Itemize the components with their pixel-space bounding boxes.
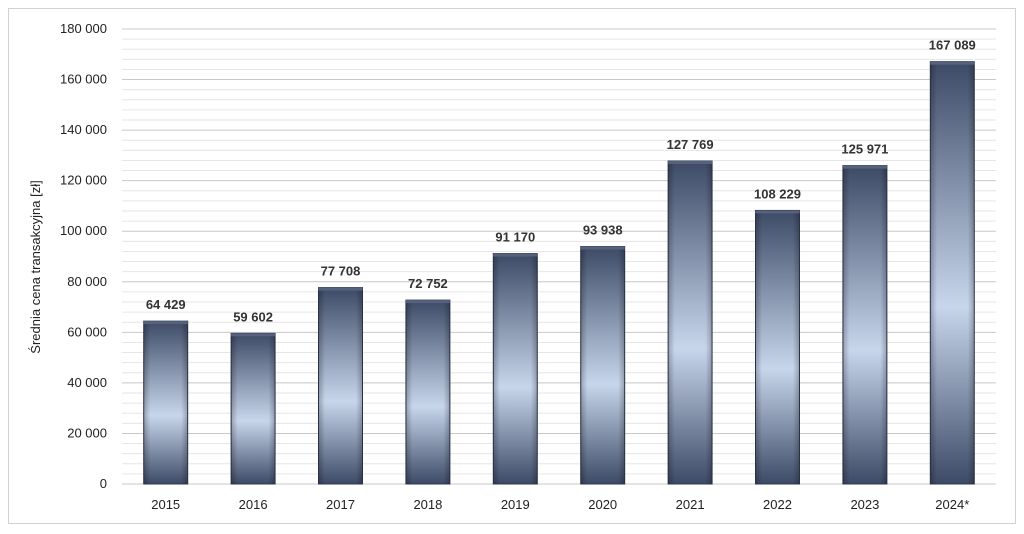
data-label: 72 752 (408, 276, 448, 291)
data-label: 125 971 (841, 142, 888, 157)
bar-shading (842, 165, 887, 484)
data-label: 64 429 (146, 297, 186, 312)
bar-shading (493, 253, 538, 484)
y-tick-label: 0 (100, 476, 107, 491)
data-label: 59 602 (233, 309, 273, 324)
data-label: 91 170 (495, 230, 535, 245)
x-tick-label: 2021 (676, 497, 705, 512)
data-label: 93 938 (583, 223, 623, 238)
bar-top-edge (668, 161, 713, 165)
y-tick-label: 140 000 (60, 122, 107, 137)
data-label: 77 708 (321, 264, 361, 279)
bar-top-edge (930, 61, 975, 65)
bar-top-edge (842, 165, 887, 169)
bar-top-edge (580, 246, 625, 250)
bar-top-edge (405, 300, 450, 304)
y-axis-title: Średnia cena transakcyjna [zł] (28, 180, 43, 353)
bar-shading (231, 333, 276, 484)
data-label: 108 229 (754, 186, 801, 201)
bar-top-edge (318, 287, 363, 291)
y-tick-label: 40 000 (67, 375, 107, 390)
bar-shading (668, 161, 713, 484)
bar-shading (143, 321, 188, 484)
bar-shading (405, 300, 450, 484)
data-label: 127 769 (667, 137, 714, 152)
y-tick-label: 180 000 (60, 21, 107, 36)
x-tick-label: 2017 (326, 497, 355, 512)
x-tick-label: 2018 (413, 497, 442, 512)
bar-shading (580, 246, 625, 484)
x-tick-label: 2015 (151, 497, 180, 512)
data-label: 167 089 (929, 38, 976, 53)
x-tick-label: 2024* (935, 497, 969, 512)
y-tick-label: 80 000 (67, 274, 107, 289)
y-tick-label: 100 000 (60, 223, 107, 238)
bar-top-edge (231, 333, 276, 337)
bar-shading (755, 210, 800, 484)
bar-top-edge (143, 321, 188, 325)
x-tick-label: 2023 (850, 497, 879, 512)
x-tick-label: 2019 (501, 497, 530, 512)
y-tick-label: 20 000 (67, 425, 107, 440)
bars (143, 61, 975, 485)
labels: 0 20 000 40 000 60 000 80 000 100 000 120 000 1… (60, 21, 976, 512)
x-tick-label: 2020 (588, 497, 617, 512)
y-tick-label: 60 000 (67, 324, 107, 339)
bar-shading (318, 287, 363, 484)
y-tick-label: 160 000 (60, 72, 107, 87)
x-tick-label: 2022 (763, 497, 792, 512)
x-tick-label: 2016 (239, 497, 268, 512)
bar-top-edge (493, 253, 538, 257)
y-tick-label: 120 000 (60, 173, 107, 188)
bar-shading (930, 61, 975, 484)
bar-top-edge (755, 210, 800, 214)
